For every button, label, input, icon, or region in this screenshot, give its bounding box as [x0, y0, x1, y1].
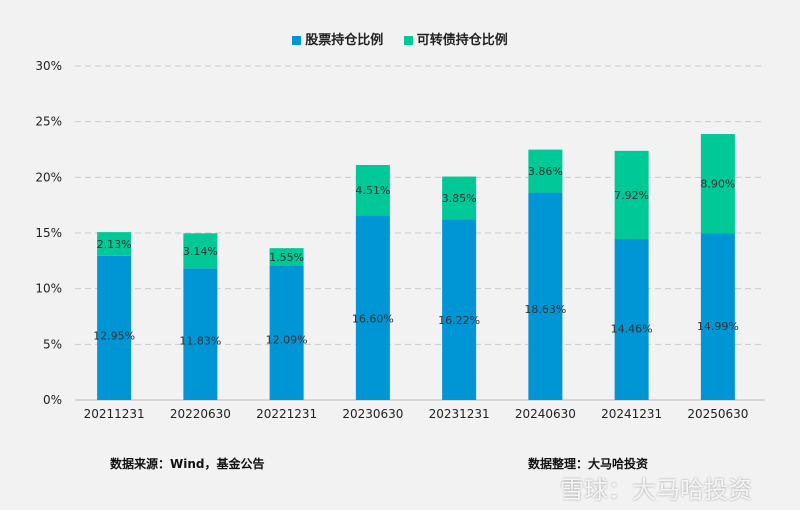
- x-tick-label: 20230630: [342, 407, 403, 421]
- legend-label: 股票持仓比例: [305, 33, 384, 48]
- bar-segment-convertible: [183, 233, 218, 269]
- y-tick-label: 15%: [35, 226, 62, 240]
- bar-segment-convertible: [528, 149, 563, 193]
- data-label: 1.55%: [269, 251, 304, 264]
- x-tick-label: 20241231: [601, 407, 662, 421]
- data-label: 3.86%: [528, 165, 563, 178]
- bar-segment-stock: [355, 215, 390, 400]
- bar-segment-stock: [700, 233, 735, 400]
- x-tick-label: 20240630: [515, 407, 576, 421]
- legend-swatch: [403, 36, 413, 45]
- data-label: 3.85%: [442, 192, 477, 205]
- bar-segment-stock: [97, 255, 132, 400]
- bar-segment-convertible: [700, 134, 735, 234]
- x-tick-label: 20231231: [429, 407, 490, 421]
- data-label: 11.83%: [179, 335, 221, 348]
- y-tick-label: 5%: [43, 337, 62, 351]
- bar-segment-stock: [528, 192, 563, 400]
- bar-segment-stock: [442, 219, 477, 400]
- data-label: 18.63%: [524, 303, 566, 316]
- data-label: 8.90%: [700, 178, 735, 191]
- watermark: 雪球：大马哈投资: [560, 476, 752, 504]
- data-label: 7.92%: [614, 189, 649, 202]
- y-tick-label: 25%: [35, 115, 62, 129]
- bar-segment-stock: [614, 239, 649, 400]
- data-label: 2.13%: [97, 238, 132, 251]
- data-label: 3.14%: [183, 245, 218, 258]
- x-tick-label: 20211231: [84, 407, 145, 421]
- y-tick-label: 0%: [43, 393, 62, 407]
- x-tick-label: 20221231: [256, 407, 317, 421]
- x-tick-label: 20220630: [170, 407, 231, 421]
- bar-segment-convertible: [355, 164, 390, 216]
- bar-segment-convertible: [442, 176, 477, 220]
- source-note: 数据来源：Wind，基金公告: [110, 457, 265, 471]
- y-tick-label: 20%: [35, 170, 62, 184]
- bar-segment-convertible: [269, 248, 304, 266]
- bar-segment-stock: [183, 268, 218, 400]
- data-label: 12.95%: [93, 329, 135, 342]
- x-tick-label: 20250630: [687, 407, 748, 421]
- legend-swatch: [292, 36, 302, 45]
- data-label: 16.22%: [438, 314, 480, 327]
- legend-item-convertible: 可转债持仓比例: [403, 33, 508, 48]
- data-label: 14.99%: [697, 320, 739, 333]
- bar-segment-convertible: [614, 150, 649, 240]
- compiled-note: 数据整理：大马哈投资: [528, 457, 649, 471]
- data-label: 16.60%: [352, 312, 394, 325]
- y-tick-label: 10%: [35, 282, 62, 296]
- y-tick-label: 30%: [35, 59, 62, 73]
- data-label: 14.46%: [611, 322, 653, 335]
- legend: 股票持仓比例 可转债持仓比例: [0, 29, 800, 48]
- data-label: 12.09%: [266, 333, 308, 346]
- legend-item-stock: 股票持仓比例: [292, 33, 383, 48]
- bar-segment-convertible: [97, 232, 132, 256]
- data-label: 4.51%: [355, 184, 390, 197]
- legend-label: 可转债持仓比例: [416, 33, 508, 48]
- bar-segment-stock: [269, 265, 304, 400]
